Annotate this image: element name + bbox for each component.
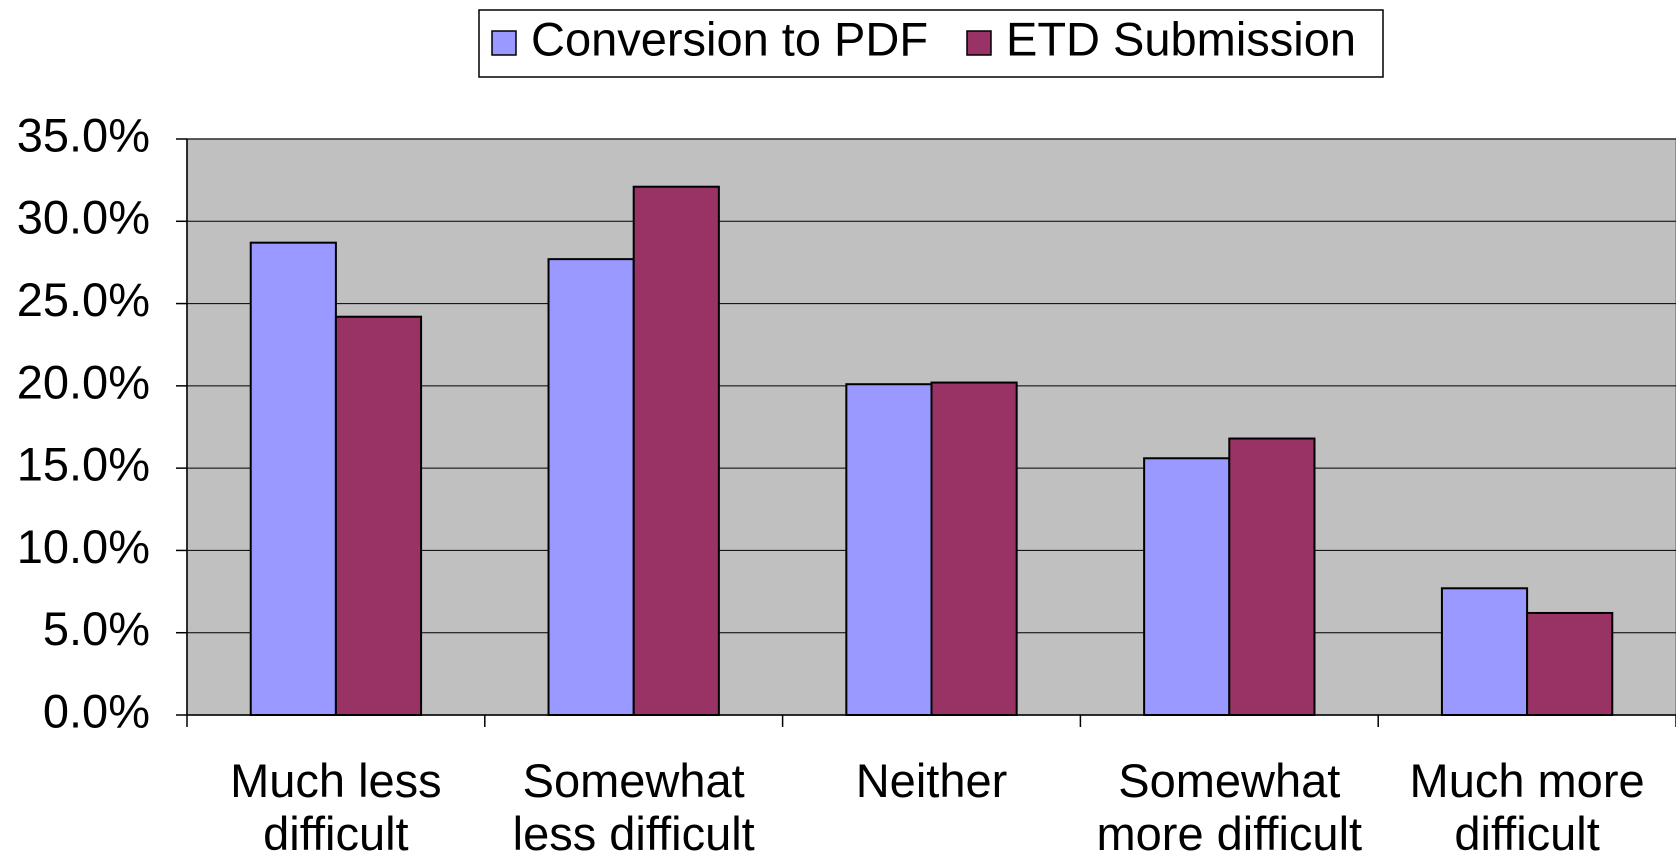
x-tick-label: Much more difficult: [1409, 754, 1645, 858]
bar: [632, 185, 720, 716]
bar: [334, 315, 423, 716]
y-tick-label: 15.0%: [17, 438, 150, 491]
y-tick-label: 10.0%: [17, 520, 150, 573]
x-tick-label: Somewhat more difficult: [1096, 754, 1363, 858]
x-tick-label: Much less difficult: [230, 754, 442, 858]
legend-label: Conversion to PDF: [531, 12, 928, 65]
bar: [1228, 437, 1316, 716]
legend-label: ETD Submission: [1006, 12, 1356, 65]
bar: [547, 258, 635, 716]
bar: [1440, 587, 1529, 717]
x-tick-label: Neither: [855, 754, 1008, 807]
bar: [249, 241, 337, 716]
y-tick-label: 25.0%: [17, 273, 150, 326]
y-tick-label: 0.0%: [43, 684, 150, 737]
legend-swatch: [491, 30, 517, 56]
y-tick-label: 5.0%: [43, 602, 150, 655]
bar: [845, 383, 933, 716]
legend-swatch: [966, 30, 992, 56]
x-tick-label: Somewhat less difficult: [512, 754, 755, 858]
legend-box: [478, 9, 1384, 78]
y-tick-label: 35.0%: [17, 108, 150, 161]
bar: [1526, 611, 1614, 716]
bar: [1143, 457, 1231, 716]
y-tick-label: 30.0%: [17, 191, 150, 244]
bar: [930, 381, 1018, 716]
y-tick-label: 20.0%: [17, 355, 150, 408]
